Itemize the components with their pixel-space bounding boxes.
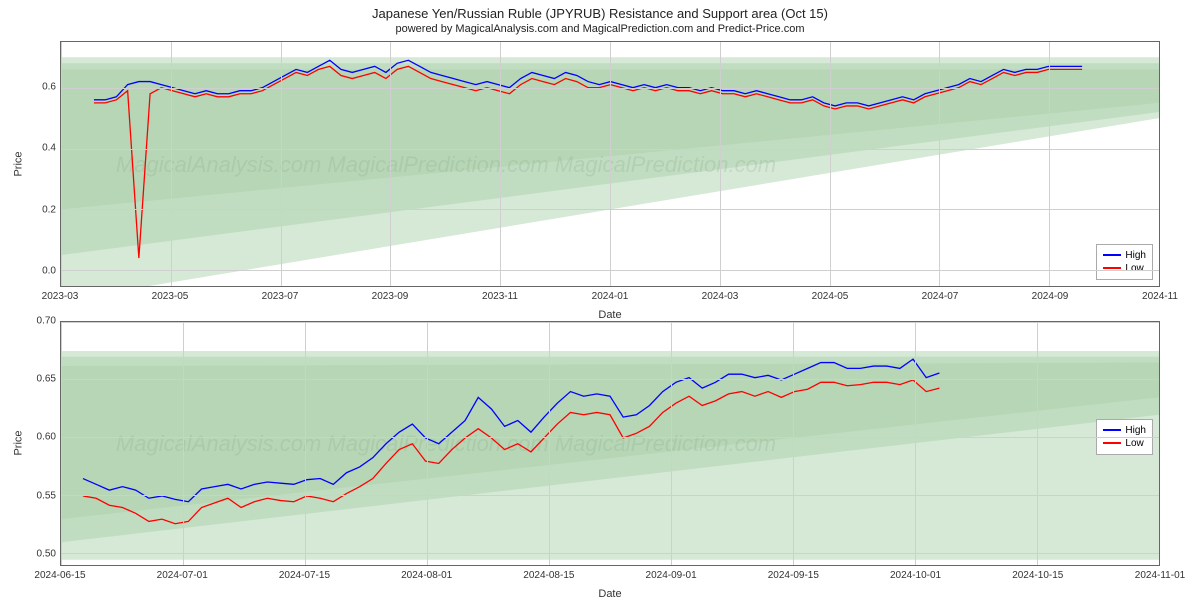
y-tick: 0.70 — [37, 315, 56, 326]
x-tick: 2024-09-15 — [768, 570, 819, 581]
legend-label-high-b: High — [1125, 425, 1146, 436]
legend-swatch-low-b — [1103, 442, 1121, 444]
x-tick: 2024-01 — [592, 291, 629, 302]
x-tick: 2024-07 — [922, 291, 959, 302]
legend-swatch-high-b — [1103, 429, 1121, 431]
y-tick: 0.4 — [42, 143, 56, 154]
legend-row-low-b: Low — [1103, 437, 1146, 450]
x-tick: 2024-08-01 — [401, 570, 452, 581]
x-tick: 2023-03 — [42, 291, 79, 302]
x-label-top: Date — [598, 309, 621, 321]
x-tick: 2024-03 — [702, 291, 739, 302]
legend-label-low: Low — [1125, 263, 1143, 274]
legend-row-high: High — [1103, 249, 1146, 262]
legend-label-high: High — [1125, 250, 1146, 261]
legend-row-high-b: High — [1103, 424, 1146, 437]
x-axis-bottom: 2024-06-152024-07-012024-07-152024-08-01… — [60, 566, 1160, 600]
x-tick: 2024-07-01 — [157, 570, 208, 581]
y-axis-top: Price 0.0 0.2 0.4 0.6 — [0, 41, 60, 287]
y-tick: 0.55 — [37, 490, 56, 501]
x-tick: 2024-09 — [1032, 291, 1069, 302]
x-tick: 2024-10-01 — [890, 570, 941, 581]
chart-svg-bottom — [61, 322, 1159, 566]
x-tick: 2023-05 — [152, 291, 189, 302]
y-tick: 0.2 — [42, 204, 56, 215]
y-tick: 0.50 — [37, 549, 56, 560]
y-tick: 0.0 — [42, 266, 56, 277]
y-axis-bottom: Price 0.500.550.600.650.70 — [0, 321, 60, 567]
panel-bottom: Price 0.500.550.600.650.70 MagicalAnalys… — [0, 321, 1200, 600]
plot-wrap-top: Price 0.0 0.2 0.4 0.6 MagicalAnalysis.com M… — [0, 41, 1200, 287]
y-tick: 0.65 — [37, 373, 56, 384]
y-tick: 0.6 — [42, 82, 56, 93]
x-tick: 2024-07-15 — [279, 570, 330, 581]
legend-swatch-low — [1103, 267, 1121, 269]
panel-top: Price 0.0 0.2 0.4 0.6 MagicalAnalysis.com M… — [0, 41, 1200, 321]
chart-container: Japanese Yen/Russian Ruble (JPYRUB) Resi… — [0, 0, 1200, 600]
chart-subtitle: powered by MagicalAnalysis.com and Magic… — [0, 23, 1200, 41]
x-axis-top: 2023-032023-052023-072023-092023-112024-… — [60, 287, 1160, 321]
legend-row-low: Low — [1103, 262, 1146, 275]
y-label-top: Price — [13, 151, 25, 176]
x-tick: 2024-11-01 — [1135, 570, 1185, 581]
x-tick: 2023-07 — [262, 291, 299, 302]
y-tick: 0.60 — [37, 432, 56, 443]
x-tick: 2024-05 — [812, 291, 849, 302]
x-tick: 2023-11 — [482, 291, 518, 302]
legend-label-low-b: Low — [1125, 438, 1143, 449]
x-tick: 2024-08-15 — [523, 570, 574, 581]
x-tick: 2023-09 — [372, 291, 409, 302]
y-label-bottom: Price — [13, 431, 25, 456]
legend-top: High Low — [1096, 244, 1153, 280]
x-label-bottom: Date — [598, 588, 621, 600]
plot-area-top: MagicalAnalysis.com MagicalPrediction.co… — [60, 41, 1160, 287]
plot-area-bottom: MagicalAnalysis.com MagicalPrediction.co… — [60, 321, 1160, 567]
x-tick: 2024-09-01 — [646, 570, 697, 581]
x-tick: 2024-11 — [1142, 291, 1178, 302]
chart-title: Japanese Yen/Russian Ruble (JPYRUB) Resi… — [0, 0, 1200, 23]
x-tick: 2024-06-15 — [34, 570, 85, 581]
legend-swatch-high — [1103, 254, 1121, 256]
plot-wrap-bottom: Price 0.500.550.600.650.70 MagicalAnalys… — [0, 321, 1200, 567]
x-tick: 2024-10-15 — [1012, 570, 1063, 581]
